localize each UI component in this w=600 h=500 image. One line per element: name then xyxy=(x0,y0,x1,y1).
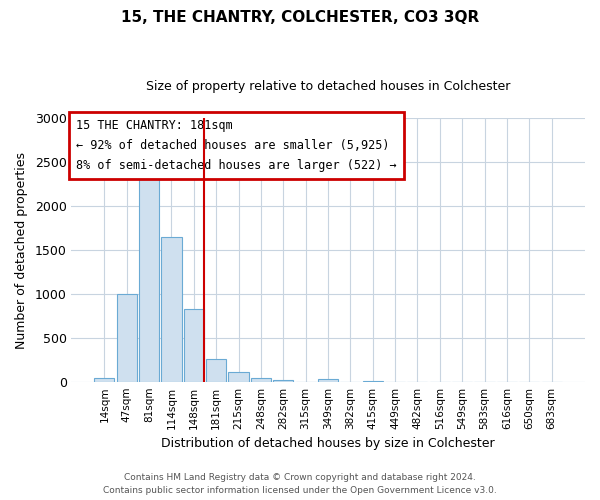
Bar xyxy=(117,294,137,382)
Text: 15 THE CHANTRY: 181sqm
← 92% of detached houses are smaller (5,925)
8% of semi-d: 15 THE CHANTRY: 181sqm ← 92% of detached… xyxy=(76,119,397,172)
Bar xyxy=(139,166,159,382)
Text: Contains HM Land Registry data © Crown copyright and database right 2024.
Contai: Contains HM Land Registry data © Crown c… xyxy=(103,474,497,495)
Text: 15, THE CHANTRY, COLCHESTER, CO3 3QR: 15, THE CHANTRY, COLCHESTER, CO3 3QR xyxy=(121,10,479,25)
Bar xyxy=(184,309,204,382)
Bar xyxy=(229,372,248,382)
Bar xyxy=(318,379,338,382)
Bar xyxy=(206,358,226,382)
Bar xyxy=(251,378,271,382)
Bar xyxy=(273,380,293,382)
Y-axis label: Number of detached properties: Number of detached properties xyxy=(15,152,28,348)
X-axis label: Distribution of detached houses by size in Colchester: Distribution of detached houses by size … xyxy=(161,437,495,450)
Title: Size of property relative to detached houses in Colchester: Size of property relative to detached ho… xyxy=(146,80,510,93)
Bar xyxy=(362,380,383,382)
Bar xyxy=(94,378,115,382)
Bar xyxy=(161,237,182,382)
